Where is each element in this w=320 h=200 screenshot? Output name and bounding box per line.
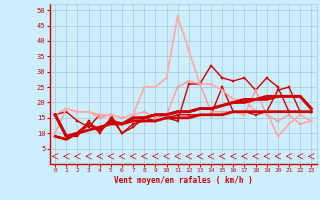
X-axis label: Vent moyen/en rafales ( km/h ): Vent moyen/en rafales ( km/h ) (114, 176, 252, 185)
